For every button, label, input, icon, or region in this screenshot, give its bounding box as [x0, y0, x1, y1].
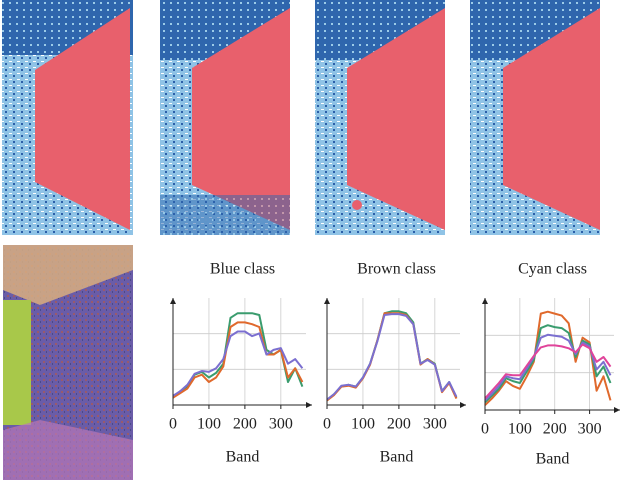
x-tick-label: 0: [323, 416, 331, 433]
axis-arrow: [460, 402, 466, 408]
series-line: [172, 330, 304, 397]
false-color-image: [3, 245, 133, 480]
series-line: [326, 310, 458, 402]
chart-title: Blue class: [210, 261, 275, 278]
segmentation-map: [315, 0, 445, 235]
x-tick-label: 0: [481, 421, 489, 438]
axis-arrow: [324, 298, 330, 304]
chart-title: Cyan class: [518, 261, 587, 278]
series-line: [484, 310, 612, 406]
axis-arrow: [306, 402, 312, 408]
segmentation-map: [470, 0, 600, 235]
x-tick-label: 200: [233, 416, 257, 433]
x-tick-label: 300: [578, 421, 602, 438]
segmentation-map: [2, 0, 133, 235]
series-line: [484, 333, 612, 402]
series-line: [484, 324, 612, 404]
x-tick-label: 300: [269, 416, 293, 433]
axis-arrow: [482, 298, 488, 304]
segmentation-map: [160, 0, 290, 235]
series-line: [326, 313, 458, 401]
axis-arrow: [614, 407, 620, 413]
chart-title: Brown class: [357, 261, 436, 278]
x-tick-label: 100: [197, 416, 221, 433]
series-line: [326, 312, 458, 402]
series-line: [484, 343, 612, 400]
x-tick-label: 100: [351, 416, 375, 433]
x-tick-label: 200: [387, 416, 411, 433]
x-axis-label: Band: [536, 451, 570, 468]
axis-arrow: [170, 298, 176, 304]
x-tick-label: 200: [543, 421, 567, 438]
x-axis-label: Band: [380, 449, 414, 466]
x-tick-label: 100: [508, 421, 532, 438]
x-tick-label: 0: [169, 416, 177, 433]
x-axis-label: Band: [226, 449, 260, 466]
x-tick-label: 300: [423, 416, 447, 433]
